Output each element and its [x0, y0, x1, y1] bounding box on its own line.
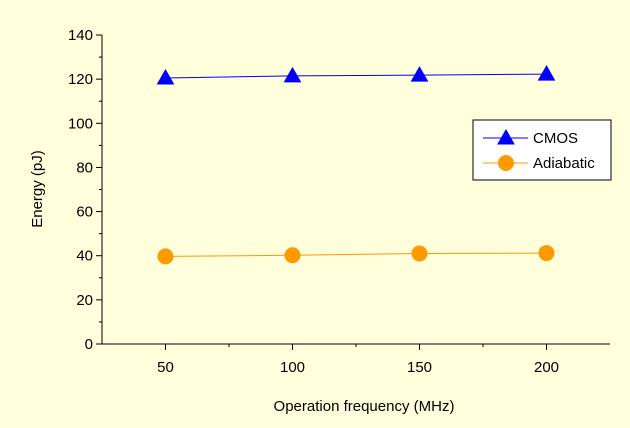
y-tick-label: 20	[76, 292, 93, 309]
data-point	[538, 245, 555, 262]
y-tick-label: 60	[76, 204, 93, 221]
series-cmos	[156, 65, 556, 85]
data-point	[284, 247, 301, 264]
x-tick-label: 200	[534, 359, 559, 376]
y-tick-label: 140	[68, 27, 93, 44]
axes	[101, 35, 610, 345]
series-adiabatic	[157, 245, 555, 265]
series-line	[165, 73, 547, 79]
y-tick-label: 0	[85, 336, 93, 353]
x-tick-label: 150	[407, 359, 432, 376]
legend-box	[472, 119, 612, 181]
x-tick-label: 100	[280, 359, 305, 376]
data-point	[156, 69, 175, 85]
legend-item-cmos: CMOS	[483, 128, 578, 147]
legend-marker	[497, 128, 515, 145]
legend-marker	[498, 155, 514, 171]
y-tick-label: 80	[76, 159, 93, 176]
data-point	[537, 65, 556, 81]
legend-item-adiabatic: Adiabatic	[483, 155, 595, 172]
data-point	[283, 66, 302, 83]
legend: CMOS Adiabatic	[472, 119, 612, 181]
series-line	[165, 252, 547, 257]
legend-label: Adiabatic	[533, 155, 595, 172]
x-tick-label: 50	[157, 359, 174, 376]
ticks: 0 20 40 60 80 100 120 140 50 100 150 200	[68, 27, 559, 376]
legend-label: CMOS	[533, 130, 578, 147]
data-point	[410, 66, 429, 82]
y-tick-label: 40	[76, 248, 93, 265]
x-axis-title: Operation frequency (MHz)	[274, 398, 455, 415]
data-point	[157, 248, 174, 265]
y-tick-label: 120	[68, 71, 93, 88]
series-layer	[156, 65, 556, 265]
data-point	[411, 245, 428, 262]
y-axis-title: Energy (pJ)	[29, 150, 46, 228]
y-tick-label: 100	[68, 115, 93, 132]
